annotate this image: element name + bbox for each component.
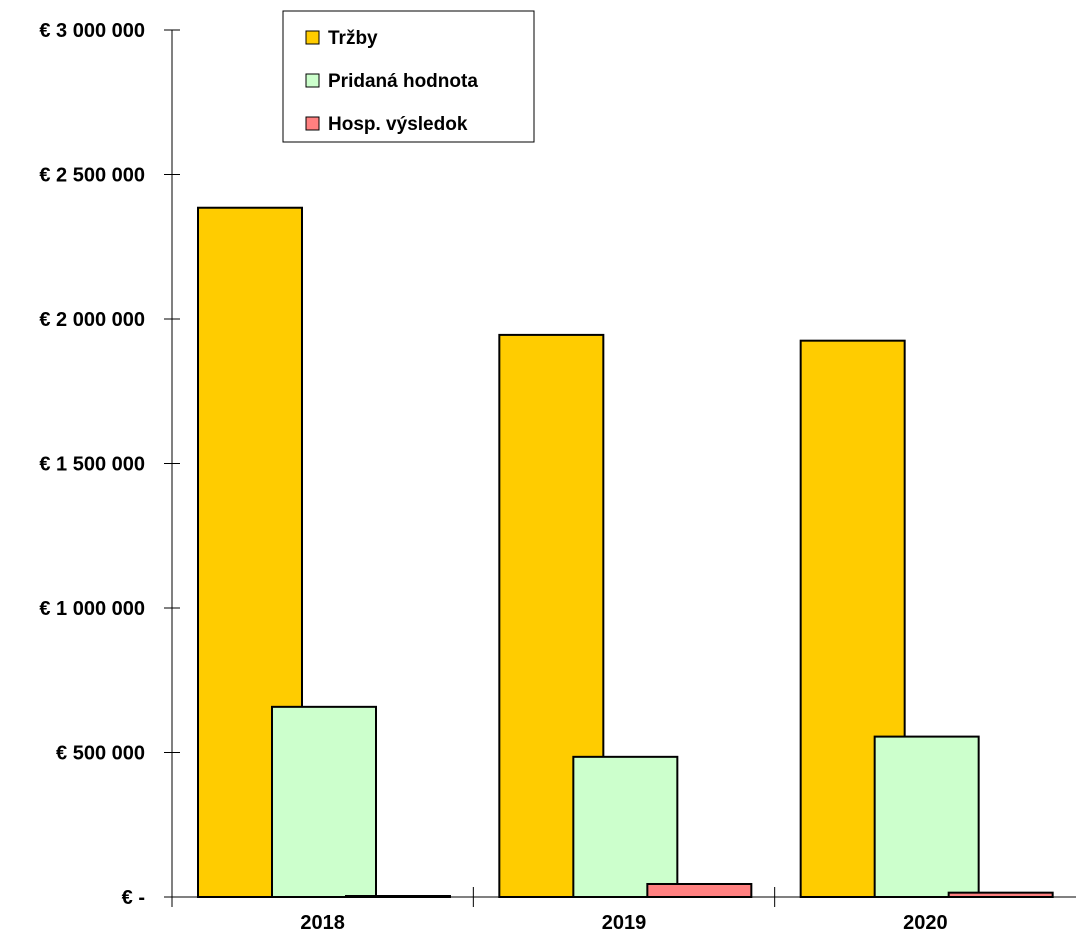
y-tick-label: € 2 000 000 [39, 309, 145, 331]
y-tick-label: € 3 000 000 [39, 20, 145, 42]
legend-swatch [305, 73, 320, 88]
x-category-label: 2018 [300, 912, 345, 934]
bar-hosp-v-sledok-2018 [345, 895, 451, 898]
bar-hosp-v-sledok-2020 [947, 891, 1054, 898]
y-tick-label: € 500 000 [56, 743, 145, 765]
legend-label: Pridaná hodnota [328, 71, 478, 92]
bar-pridan-hodnota-2018 [271, 705, 377, 899]
x-category-label: 2019 [602, 912, 647, 934]
legend-swatch [305, 30, 320, 45]
legend-label: Tržby [328, 28, 378, 49]
legend-swatch [305, 116, 320, 131]
y-tick-label: € - [122, 887, 145, 909]
legend: Tržby Pridaná hodnota Hosp. výsledok [282, 10, 535, 143]
x-category-label: 2020 [903, 912, 948, 934]
bar-pridan-hodnota-2020 [873, 735, 980, 898]
legend-label: Hosp. výsledok [328, 114, 468, 135]
axes: € - € 500 000 € 1 000 000 € 1 500 000 € 2 00… [39, 20, 1076, 934]
bar-pridan-hodnota-2019 [572, 755, 679, 899]
y-tick-label: € 1 000 000 [39, 598, 145, 620]
legend-box [282, 10, 535, 143]
y-tick-label: € 1 500 000 [39, 454, 145, 476]
y-tick-label: € 2 500 000 [39, 165, 145, 187]
bar-hosp-v-sledok-2019 [646, 882, 753, 898]
bars [197, 206, 1054, 899]
